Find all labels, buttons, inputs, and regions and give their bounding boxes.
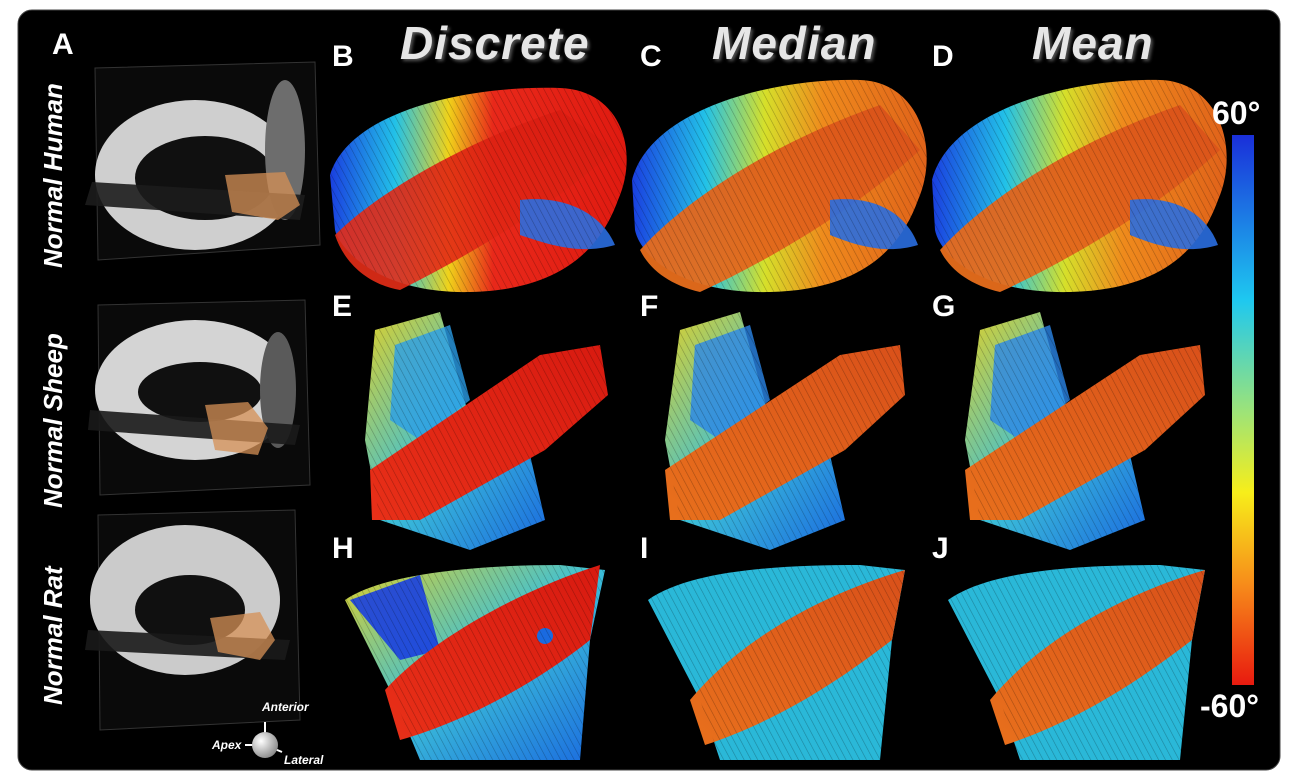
orientation-lateral-label: Lateral [284,753,324,767]
panel-label-i: I [640,532,649,565]
fiber-rat-mean [948,565,1205,760]
panel-label-h: H [332,532,354,565]
fiber-sheep-mean [965,312,1205,550]
fiber-sheep-median [665,312,905,550]
colorbar [1232,135,1254,685]
row-title-rat: Normal Rat [38,566,68,705]
row-title-sheep: Normal Sheep [38,333,68,508]
panel-label-e: E [332,290,353,323]
column-title-median: Median [712,17,877,69]
fiber-human-median [632,79,927,293]
panel-label-d: D [932,40,954,73]
fiber-sheep-discrete [365,312,608,550]
mri-volume-rat [85,509,301,731]
fiber-human-discrete [330,87,627,293]
panel-label-b: B [332,40,354,73]
panel-label-c: C [640,40,662,73]
mri-volume-sheep [88,299,311,496]
orientation-anterior-label: Anterior [262,700,309,714]
column-title-mean: Mean [1032,17,1154,69]
orientation-apex-label: Apex [212,738,242,752]
mri-volume-human [85,61,321,261]
panel-label-g: G [932,290,956,323]
colorbar-max-label: 60° [1212,95,1261,131]
panel-label-j: J [932,532,949,565]
column-title-discrete: Discrete [400,17,590,69]
orientation-sphere [245,722,283,758]
row-title-human: Normal Human [38,83,68,268]
colorbar-min-label: -60° [1200,688,1260,724]
panel-label-f: F [640,290,659,323]
fiber-human-mean [932,79,1227,293]
fiber-rat-median [648,565,905,760]
fiber-rat-discrete [345,565,605,760]
panel-label-a: A [52,28,74,61]
